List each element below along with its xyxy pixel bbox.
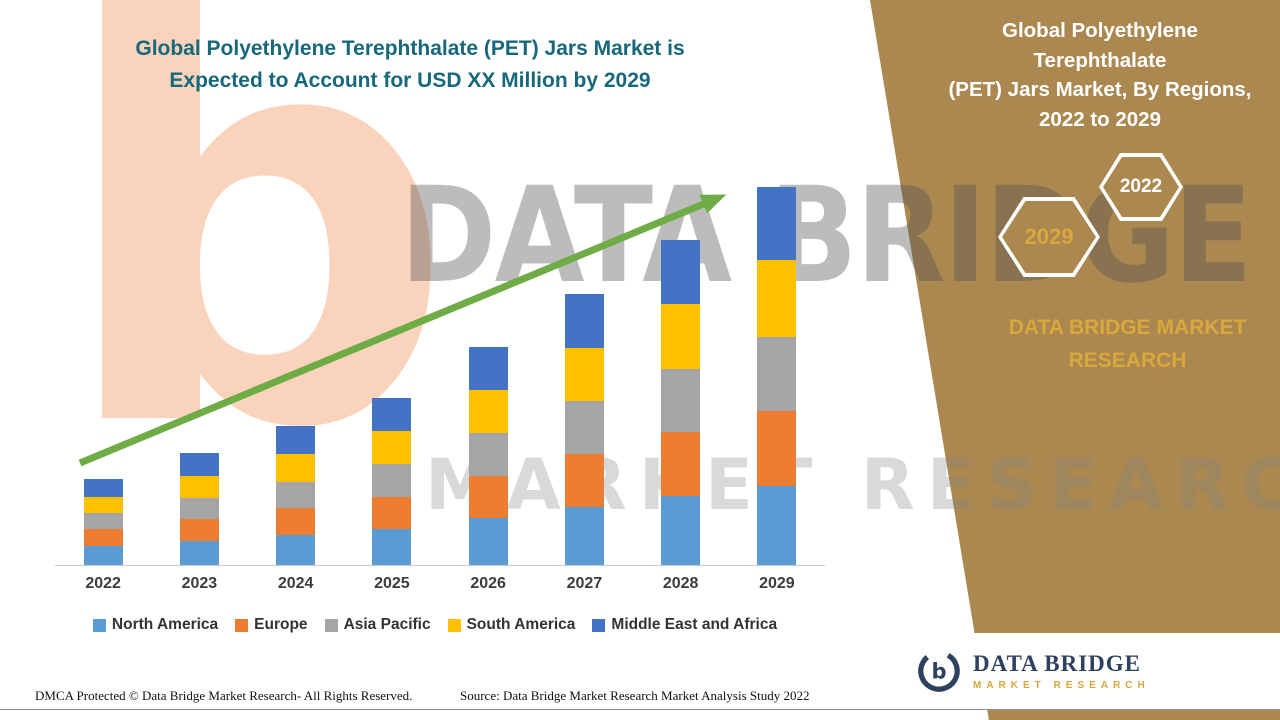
legend-label-europe: Europe — [254, 616, 308, 633]
segment-2022-asia-pacific — [83, 513, 123, 530]
legend-label-asia-pacific: Asia Pacific — [343, 616, 431, 633]
bottom-divider — [0, 709, 1280, 710]
legend-label-north-america: North America — [111, 616, 219, 633]
databridge-logo-sub: MARKET RESEARCH — [973, 680, 1150, 691]
segment-2027-north-america — [564, 507, 604, 565]
bar-2024 — [276, 426, 316, 565]
segment-2029-europe — [757, 411, 797, 486]
segment-2024-asia-pacific — [276, 481, 316, 509]
chart-legend: North America Europe Asia Pacific South Ame… — [40, 616, 830, 634]
segment-2023-asia-pacific — [179, 497, 219, 520]
segment-2025-asia-pacific — [372, 463, 412, 497]
panel-brand-text: DATA BRIDGE MARKET RESEARCH — [985, 312, 1270, 377]
segment-2026-asia-pacific — [468, 433, 508, 476]
legend-label-south-america: South America — [466, 616, 576, 633]
databridge-logo-name: DATA BRIDGE — [973, 651, 1141, 676]
bar-2026 — [468, 346, 508, 565]
segment-2028-middle-east-and-africa — [661, 239, 701, 304]
legend-item-south-america: South America — [447, 616, 576, 634]
segment-2024-north-america — [276, 535, 316, 565]
legend-swatch-north-america — [92, 618, 106, 632]
plot-area — [55, 168, 825, 566]
hexagon-badge-2029-label: 2029 — [1024, 224, 1074, 249]
stacked-bar-chart: 2022 2023 2024 2025 2026 2027 2028 2029 — [55, 168, 825, 593]
legend-item-middle-east-and-africa: Middle East and Africa — [592, 616, 777, 634]
panel-title: Global Polyethylene Terephthalate (PET) … — [935, 16, 1265, 135]
databridge-logo-icon: b — [918, 650, 960, 692]
segment-2027-middle-east-and-africa — [564, 294, 604, 348]
legend-item-north-america: North America — [92, 616, 219, 634]
panel-brand-line2: RESEARCH — [1068, 348, 1187, 372]
segment-2025-north-america — [372, 529, 412, 565]
segment-2029-middle-east-and-africa — [757, 186, 797, 261]
databridge-logo-box: b DATA BRIDGE MARKET RESEARCH — [880, 633, 1280, 709]
segment-2023-europe — [179, 519, 219, 542]
databridge-logo-text: DATA BRIDGE MARKET RESEARCH — [973, 651, 1150, 691]
segment-2026-north-america — [468, 518, 508, 565]
segment-2026-middle-east-and-africa — [468, 346, 508, 391]
panel-title-line3: 2022 to 2029 — [1039, 108, 1161, 132]
x-label-2022: 2022 — [85, 575, 121, 592]
segment-2022-europe — [83, 529, 123, 547]
x-label-2024: 2024 — [277, 575, 314, 592]
legend-swatch-asia-pacific — [324, 618, 338, 632]
segment-2028-north-america — [661, 495, 701, 565]
segment-2024-europe — [276, 508, 316, 536]
bar-2022 — [83, 478, 123, 565]
chart-title-line1: Global Polyethylene Terephthalate (PET) … — [135, 37, 685, 60]
segment-2023-south-america — [179, 475, 219, 498]
legend-item-asia-pacific: Asia Pacific — [324, 616, 431, 634]
chart-title-line2: Expected to Account for USD XX Million b… — [169, 68, 651, 92]
segment-2029-asia-pacific — [757, 336, 797, 412]
dmca-notice: DMCA Protected © Data Bridge Market Rese… — [35, 688, 413, 703]
segment-2025-middle-east-and-africa — [372, 398, 412, 432]
trend-arrow-icon — [78, 194, 727, 467]
segment-2025-europe — [372, 496, 412, 530]
segment-2022-north-america — [83, 546, 123, 565]
bar-2028 — [661, 239, 701, 565]
segment-2029-north-america — [757, 485, 797, 565]
x-label-2029: 2029 — [759, 575, 795, 592]
segment-2025-south-america — [372, 431, 412, 464]
segment-2024-south-america — [276, 453, 316, 482]
x-label-2026: 2026 — [470, 575, 506, 592]
legend-item-europe: Europe — [235, 616, 308, 634]
segment-2023-middle-east-and-africa — [179, 452, 219, 476]
segment-2027-europe — [564, 453, 604, 508]
panel-title-line1: Global Polyethylene Terephthalate — [1002, 19, 1198, 72]
bar-2023 — [179, 452, 219, 565]
segment-2028-europe — [661, 432, 701, 496]
x-label-2028: 2028 — [662, 575, 699, 592]
segment-2022-middle-east-and-africa — [83, 478, 123, 497]
segment-2027-asia-pacific — [564, 401, 604, 454]
source-note: Source: Data Bridge Market Research Mark… — [460, 688, 810, 703]
legend-label-middle-east-and-africa: Middle East and Africa — [611, 616, 778, 633]
segment-2022-south-america — [83, 496, 123, 514]
svg-text:b: b — [931, 659, 946, 684]
panel-brand-line1: DATA BRIDGE MARKET — [1008, 316, 1247, 339]
hexagon-badge-2022-label: 2022 — [1119, 176, 1163, 197]
x-label-2025: 2025 — [374, 575, 410, 592]
legend-swatch-middle-east-and-africa — [592, 618, 606, 632]
legend-swatch-europe — [235, 618, 249, 632]
chart-title: Global Polyethylene Terephthalate (PET) … — [60, 33, 760, 96]
segment-2028-south-america — [661, 304, 701, 369]
segment-2026-europe — [468, 475, 508, 519]
legend-swatch-south-america — [447, 618, 461, 632]
x-label-2023: 2023 — [181, 575, 218, 592]
segment-2029-south-america — [757, 260, 797, 337]
segment-2023-north-america — [179, 541, 219, 565]
segment-2028-asia-pacific — [661, 368, 701, 433]
segment-2024-middle-east-and-africa — [276, 426, 316, 454]
bar-2025 — [372, 398, 412, 565]
x-axis-labels: 2022 2023 2024 2025 2026 2027 2028 2029 — [55, 575, 825, 593]
bar-2027 — [564, 294, 604, 565]
segment-2026-south-america — [468, 390, 508, 434]
segment-2027-south-america — [564, 347, 604, 402]
x-label-2027: 2027 — [566, 575, 603, 592]
panel-title-line2: (PET) Jars Market, By Regions, — [948, 78, 1252, 102]
bar-2029 — [757, 186, 797, 565]
